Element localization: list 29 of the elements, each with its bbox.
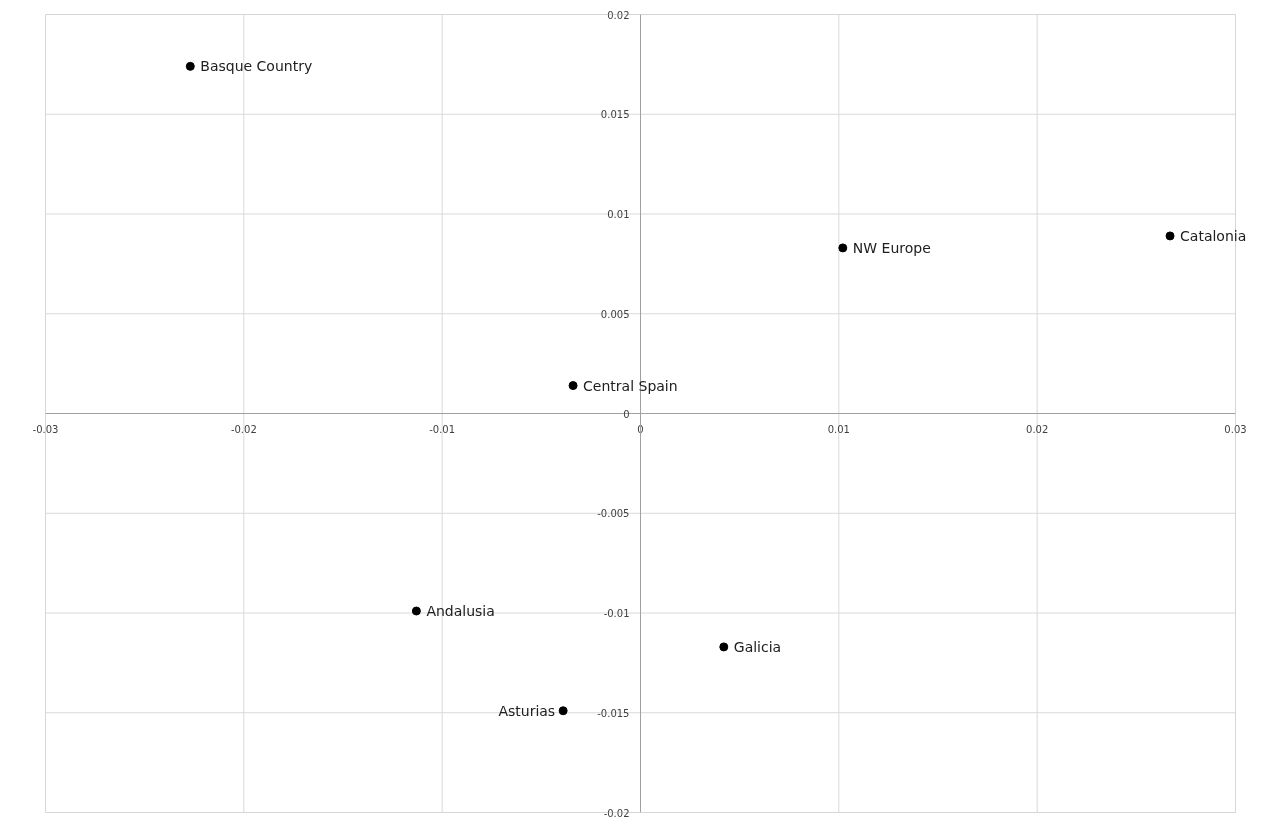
annotation: Central Spain [583,377,678,394]
point [411,606,421,616]
x-tick-label: 0.01 [827,423,850,435]
x-tick-label: -0.03 [32,423,59,435]
annotation: Catalonia [1180,227,1247,244]
y-tick-label: -0.02 [603,807,630,819]
x-tick-label: -0.01 [429,423,456,435]
annotation: Basque Country [200,58,313,75]
y-tick-label: 0.01 [607,209,630,220]
annotation: Galicia [733,638,782,655]
point [719,642,729,652]
x-tick-label: 0.03 [1224,423,1247,435]
point [558,706,568,716]
annotation: Andalusia [426,603,495,620]
annotation: NW Europe [852,239,931,256]
y-tick-label: 0.02 [607,9,630,21]
point [568,381,578,391]
y-tick-label: 0.005 [600,308,630,320]
x-tick-label: 0.02 [1026,423,1049,435]
y-tick-label: 0 [623,408,630,420]
point [185,61,195,71]
y-tick-label: -0.01 [603,608,630,619]
x-tick-label: -0.02 [230,423,257,435]
point [1165,231,1175,241]
y-tick-label: 0.015 [600,109,630,121]
y-tick-label: -0.015 [597,707,630,719]
point [838,243,848,253]
y-tick-label: -0.005 [597,508,630,520]
annotation: Asturias [498,702,556,719]
